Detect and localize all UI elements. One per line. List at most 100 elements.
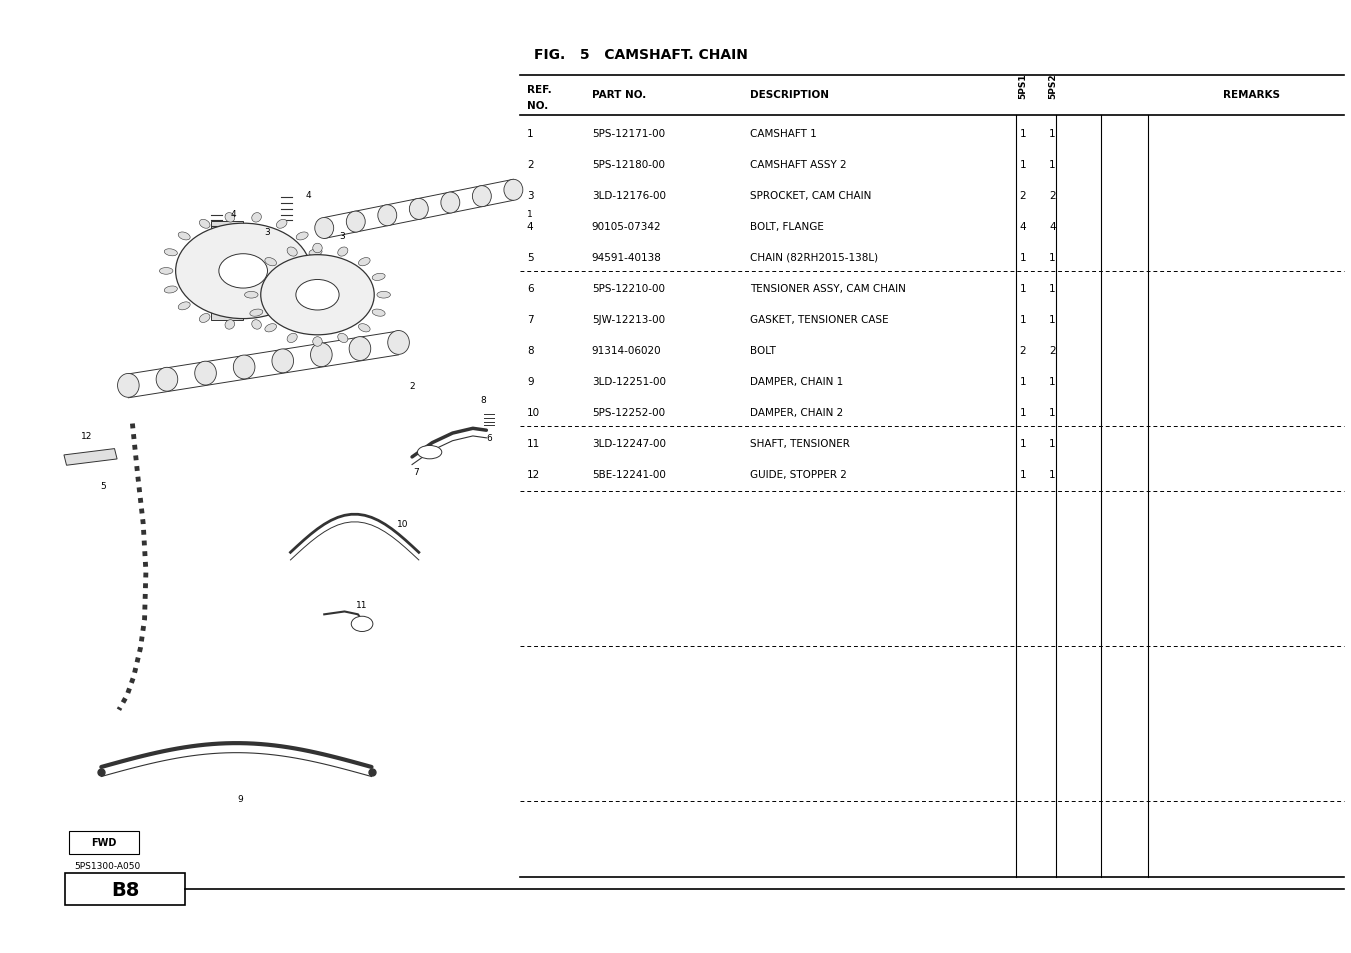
Ellipse shape [377,292,390,299]
Text: 5PS2: 5PS2 [1048,73,1056,99]
Ellipse shape [226,213,235,223]
Text: 5BE-12241-00: 5BE-12241-00 [592,469,666,479]
Ellipse shape [338,334,349,343]
Text: 1: 1 [1050,469,1055,479]
Text: 6: 6 [486,434,492,443]
Ellipse shape [296,302,308,311]
Text: 1: 1 [1020,407,1025,417]
Text: GUIDE, STOPPER 2: GUIDE, STOPPER 2 [750,469,847,479]
Text: 1: 1 [1050,159,1055,170]
Ellipse shape [315,218,334,239]
Text: 3: 3 [339,232,345,241]
Text: DAMPER, CHAIN 1: DAMPER, CHAIN 1 [750,376,843,386]
Text: GASKET, TENSIONER CASE: GASKET, TENSIONER CASE [750,314,889,324]
Text: 9: 9 [527,376,534,386]
Ellipse shape [234,355,255,379]
Text: 5PS-12210-00: 5PS-12210-00 [592,283,665,294]
Text: BOLT, FLANGE: BOLT, FLANGE [750,221,824,232]
Ellipse shape [265,258,277,267]
Ellipse shape [165,287,177,294]
Text: SPROCKET, CAM CHAIN: SPROCKET, CAM CHAIN [750,191,871,200]
Text: DESCRIPTION: DESCRIPTION [750,91,828,100]
Text: 8: 8 [481,395,486,405]
Ellipse shape [378,206,397,227]
Ellipse shape [312,337,322,347]
Text: 3: 3 [527,191,534,200]
Text: 1: 1 [1020,253,1025,262]
Text: TENSIONER ASSY, CAM CHAIN: TENSIONER ASSY, CAM CHAIN [750,283,905,294]
Ellipse shape [296,233,308,241]
Text: 4: 4 [527,221,534,232]
Ellipse shape [159,269,173,275]
Ellipse shape [118,375,139,398]
Text: 3LD-12176-00: 3LD-12176-00 [592,191,666,200]
Text: REF.: REF. [527,85,551,94]
Ellipse shape [349,337,370,361]
FancyBboxPatch shape [69,831,139,854]
Ellipse shape [200,314,209,323]
Circle shape [261,255,374,335]
Ellipse shape [440,193,459,213]
Text: NO.: NO. [527,101,549,111]
Text: 1: 1 [1020,438,1025,448]
Ellipse shape [409,199,428,220]
Text: 12: 12 [81,432,92,441]
Text: 1: 1 [1020,129,1025,138]
Text: 9: 9 [238,794,243,803]
Text: 11: 11 [527,438,540,448]
Ellipse shape [251,213,261,223]
Text: 5PS-12252-00: 5PS-12252-00 [592,407,665,417]
Text: 4: 4 [305,191,311,200]
Ellipse shape [286,334,297,343]
Ellipse shape [338,248,349,257]
Text: B8: B8 [111,880,141,899]
Text: 10: 10 [397,519,408,529]
Ellipse shape [265,324,277,333]
Text: 3LD-12247-00: 3LD-12247-00 [592,438,666,448]
Text: 3: 3 [265,228,270,237]
Text: CHAIN (82RH2015-138L): CHAIN (82RH2015-138L) [750,253,878,262]
Circle shape [296,280,339,311]
Text: BOLT: BOLT [750,345,775,355]
Text: 1: 1 [1050,314,1055,324]
Ellipse shape [250,310,263,317]
Circle shape [176,224,311,319]
Text: 2: 2 [1050,191,1055,200]
Text: 1: 1 [1050,129,1055,138]
Polygon shape [63,449,118,466]
Text: 1: 1 [1020,376,1025,386]
Ellipse shape [372,274,385,281]
Text: PART NO.: PART NO. [592,91,646,100]
Text: 1: 1 [1020,314,1025,324]
Text: 2: 2 [1050,345,1055,355]
Text: SHAFT, TENSIONER: SHAFT, TENSIONER [750,438,850,448]
Text: 11: 11 [357,600,367,610]
Text: 90105-07342: 90105-07342 [592,221,662,232]
Ellipse shape [277,314,286,323]
Text: 2: 2 [409,381,415,391]
Text: 5: 5 [527,253,534,262]
Ellipse shape [313,269,327,275]
Ellipse shape [165,250,177,256]
Text: 2: 2 [1020,345,1025,355]
Text: 1: 1 [1020,469,1025,479]
Text: FIG.   5   CAMSHAFT. CHAIN: FIG. 5 CAMSHAFT. CHAIN [534,48,747,62]
Ellipse shape [372,310,385,317]
Text: FWD: FWD [92,838,116,847]
Ellipse shape [358,324,370,333]
Ellipse shape [358,258,370,267]
Ellipse shape [245,292,258,299]
Ellipse shape [157,368,178,392]
Text: CAMSHAFT ASSY 2: CAMSHAFT ASSY 2 [750,159,847,170]
Text: 5PS1: 5PS1 [1019,73,1027,99]
Ellipse shape [250,274,263,281]
Text: 10: 10 [527,407,540,417]
Text: 5JW-12213-00: 5JW-12213-00 [592,314,665,324]
Ellipse shape [473,187,492,208]
Text: 4: 4 [231,210,236,219]
Ellipse shape [178,302,190,311]
Text: 4: 4 [1050,221,1055,232]
Text: 5: 5 [100,481,105,491]
Ellipse shape [200,220,209,229]
Ellipse shape [195,362,216,386]
